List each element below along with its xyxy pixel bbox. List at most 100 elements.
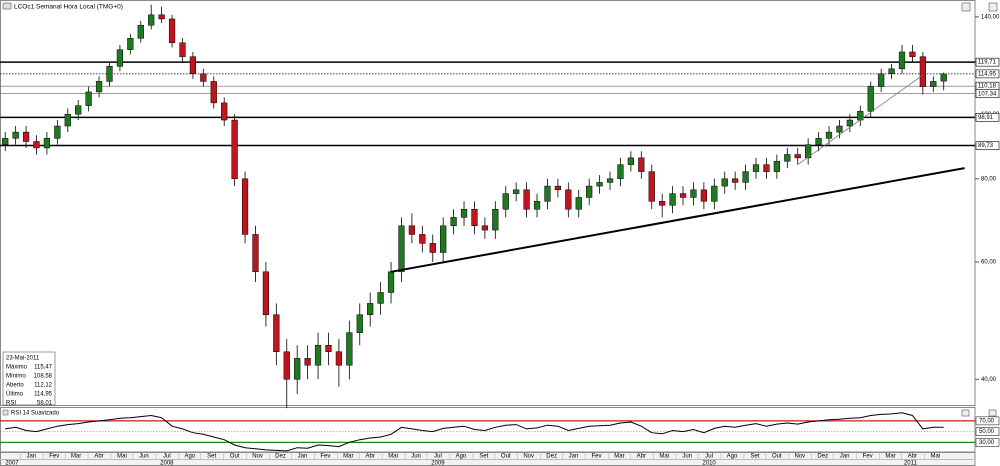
- y-tick-label: 60,00: [981, 260, 997, 266]
- x-tick-label: Mai: [388, 454, 398, 460]
- info-date: 23-Mai-2011: [6, 356, 40, 362]
- info-label: Máximo: [6, 365, 28, 371]
- candle-body: [878, 73, 885, 87]
- candle-body: [784, 154, 791, 162]
- candle-body: [148, 14, 155, 26]
- candle-body: [721, 178, 728, 187]
- candle-body: [221, 102, 228, 121]
- rsi-label-box: [975, 438, 1000, 447]
- candle-body: [471, 208, 478, 227]
- candle-body: [586, 185, 593, 198]
- candle-body: [387, 271, 395, 293]
- candle-body: [252, 234, 259, 273]
- level-label-box: [975, 57, 1000, 67]
- candle-body: [158, 14, 165, 20]
- rsi-icon[interactable]: [2, 409, 9, 416]
- candle-body: [502, 193, 509, 210]
- x-tick-label: Fev: [320, 454, 330, 460]
- candle-body: [189, 56, 197, 75]
- candle-body: [231, 119, 238, 180]
- candle-body: [773, 160, 780, 172]
- candle-body: [210, 81, 217, 104]
- x-tick-label: Dez: [817, 454, 828, 460]
- x-tick-label: Mai: [117, 454, 127, 460]
- candle-body: [606, 178, 614, 183]
- level-label: 98,91: [978, 115, 994, 121]
- candle-body: [940, 73, 947, 82]
- x-tick-label: Dez: [546, 454, 557, 460]
- candle-body: [669, 193, 676, 206]
- x-tick-label: Jun: [139, 454, 149, 460]
- candle-body: [648, 171, 655, 202]
- candle-body: [64, 113, 71, 127]
- x-tick-label: Abr: [637, 454, 646, 460]
- x-tick-label: Jan: [840, 454, 850, 460]
- candle-body: [492, 208, 499, 231]
- candle-body: [919, 56, 926, 87]
- rsi-tick-label: 50,00: [979, 429, 995, 435]
- candle-body: [575, 197, 582, 210]
- candle-body: [627, 157, 635, 165]
- x-tick-label: Jan: [298, 454, 308, 460]
- candle-body: [742, 171, 749, 183]
- title-icon[interactable]: [2, 2, 12, 10]
- y-tick-label: 40,00: [981, 377, 997, 383]
- panel-button[interactable]: [961, 409, 970, 417]
- x-tick-label: Nov: [523, 454, 534, 460]
- x-tick-label: Mai: [659, 454, 669, 460]
- x-tick-label: Mai: [931, 454, 941, 460]
- x-tick-label: Fev: [863, 454, 873, 460]
- candle-body: [888, 68, 895, 75]
- candle-body: [168, 18, 176, 44]
- x-tick-label: Set: [479, 454, 488, 460]
- level-label-box: [975, 141, 1000, 150]
- candle-body: [617, 164, 624, 180]
- info-value: 58,01: [37, 401, 53, 407]
- level-label: 107,34: [978, 91, 997, 97]
- x-tick-label: Fev: [591, 454, 601, 460]
- candle-body: [930, 81, 937, 87]
- candle-body: [367, 303, 374, 315]
- x-tick-label: Ago: [727, 454, 738, 460]
- trend-line: [797, 74, 924, 165]
- candle-body: [12, 131, 19, 139]
- candle-body: [43, 138, 51, 149]
- rsi-tick-label: 70,00: [979, 418, 995, 424]
- panel-button[interactable]: [988, 2, 998, 12]
- candle-body: [450, 217, 457, 227]
- candle-body: [419, 234, 426, 244]
- level-label: 89,73: [978, 143, 994, 149]
- info-value: 112,12: [34, 383, 53, 389]
- candle-body: [909, 51, 916, 57]
- rsi-label-box: [975, 427, 1000, 436]
- info-value: 114,95: [34, 392, 53, 398]
- panel-button[interactable]: [961, 2, 971, 12]
- x-tick-label: Mar: [71, 454, 81, 460]
- candle-body: [325, 344, 332, 352]
- candle-body: [836, 125, 843, 133]
- candle-body: [679, 193, 687, 198]
- candle-body: [398, 225, 405, 273]
- candle-body: [335, 351, 343, 366]
- rsi-tick-label: 30,00: [979, 440, 995, 446]
- level-label: 110,18: [978, 84, 997, 90]
- candle-body: [54, 125, 61, 139]
- candle-body: [846, 119, 853, 127]
- x-tick-label: Ago: [184, 454, 195, 460]
- candle-body: [867, 86, 874, 112]
- candle-body: [690, 189, 697, 198]
- rsi-title: RSI 14 Suavizado: [11, 411, 60, 417]
- candle-body: [752, 164, 760, 172]
- x-tick-label: Jan: [569, 454, 579, 460]
- info-label: Mínimo: [6, 374, 26, 380]
- panel-button[interactable]: [988, 409, 997, 417]
- x-tick-label: Dez: [275, 454, 286, 460]
- candle-body: [513, 189, 520, 194]
- candle-body: [429, 243, 436, 253]
- level-label: 119,71: [978, 60, 997, 66]
- x-tick-label: Set: [750, 454, 759, 460]
- x-tick-label: Set: [207, 454, 216, 460]
- year-label: 2010: [702, 461, 716, 466]
- year-label: 2008: [160, 461, 174, 466]
